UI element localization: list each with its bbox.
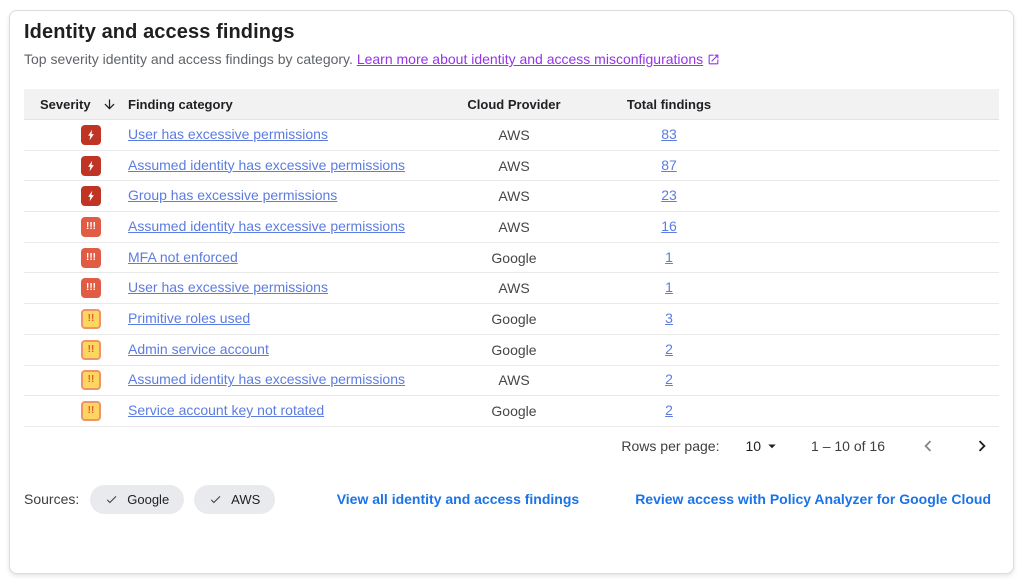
- policy-analyzer-link[interactable]: Review access with Policy Analyzer for G…: [635, 491, 991, 508]
- column-header-cloud-provider: Cloud Provider: [467, 96, 561, 112]
- medium-severity-icon: !!: [81, 370, 101, 391]
- learn-more-label: Learn more about identity and access mis…: [356, 51, 704, 67]
- page-title: Identity and access findings: [24, 21, 295, 43]
- table-row: !!! Assumed identity has excessive permi…: [24, 212, 999, 243]
- total-findings-link[interactable]: 3: [665, 309, 673, 326]
- sources-label: Sources:: [24, 491, 80, 508]
- total-findings-link[interactable]: 2: [665, 402, 673, 419]
- source-chip-aws[interactable]: AWS: [194, 484, 276, 514]
- subtitle: Top severity identity and access finding…: [24, 51, 999, 67]
- table-body: User has excessive permissions AWS 83 As…: [24, 120, 999, 427]
- rows-per-page-value: 10: [745, 437, 762, 454]
- cloud-provider-value: Google: [491, 249, 537, 266]
- table-row: !! Service account key not rotated Googl…: [24, 396, 999, 427]
- finding-category-link[interactable]: Primitive roles used: [128, 309, 251, 326]
- view-all-findings-link[interactable]: View all identity and access findings: [336, 491, 580, 508]
- source-chips: Google AWS: [90, 484, 276, 514]
- chip-label: AWS: [231, 491, 261, 507]
- cloud-provider-value: Google: [491, 403, 537, 420]
- caret-down-icon: [763, 437, 781, 455]
- check-icon: [107, 495, 117, 504]
- cloud-provider-value: AWS: [498, 218, 530, 235]
- severity-marks: !!: [87, 374, 95, 386]
- total-findings-link[interactable]: 87: [661, 156, 677, 173]
- total-findings-link[interactable]: 1: [665, 279, 673, 296]
- high-severity-icon: !!!: [81, 216, 101, 237]
- total-findings-link[interactable]: 2: [665, 340, 673, 357]
- footer-links: View all identity and access findings Re…: [337, 491, 999, 507]
- column-header-total-findings: Total findings: [626, 96, 712, 112]
- total-findings-link[interactable]: 16: [661, 217, 677, 234]
- medium-severity-icon: !!: [81, 339, 101, 360]
- high-severity-icon: !!!: [81, 247, 101, 268]
- finding-category-link[interactable]: User has excessive permissions: [128, 279, 328, 296]
- table-row: Group has excessive permissions AWS 23: [24, 181, 999, 213]
- rows-per-page-label: Rows per page:: [621, 437, 720, 454]
- chip-label: Google: [127, 491, 170, 507]
- sort-descending-icon: [102, 97, 117, 112]
- cloud-provider-value: AWS: [498, 157, 530, 174]
- source-chip-google[interactable]: Google: [90, 484, 185, 514]
- severity-column-label: Severity: [40, 96, 91, 112]
- finding-category-link[interactable]: User has excessive permissions: [128, 125, 328, 142]
- finding-category-link[interactable]: MFA not enforced: [128, 248, 238, 265]
- severity-marks: !!: [87, 312, 95, 324]
- total-findings-link[interactable]: 1: [665, 248, 673, 265]
- medium-severity-icon: !!: [81, 308, 101, 329]
- cloud-provider-value: Google: [491, 341, 537, 358]
- cloud-provider-value: Google: [491, 310, 537, 327]
- high-severity-icon: !!!: [81, 278, 101, 299]
- table-row: User has excessive permissions AWS 83: [24, 120, 999, 151]
- total-findings-link[interactable]: 83: [661, 125, 677, 142]
- learn-more-link[interactable]: Learn more about identity and access mis…: [357, 51, 720, 67]
- finding-category-link[interactable]: Admin service account: [128, 340, 269, 357]
- finding-category-link[interactable]: Assumed identity has excessive permissio…: [128, 371, 406, 388]
- medium-severity-icon: !!: [81, 401, 101, 422]
- chevron-right-icon: [971, 435, 993, 457]
- severity-marks: !!: [87, 405, 95, 417]
- critical-severity-icon: [81, 124, 101, 145]
- rows-per-page-select[interactable]: 10: [745, 437, 781, 455]
- pagination-bar: Rows per page: 10 1 – 10 of 16: [24, 427, 999, 465]
- total-findings-link[interactable]: 23: [661, 187, 677, 204]
- page-range-label: 1 – 10 of 16: [811, 437, 885, 454]
- cloud-provider-value: AWS: [498, 188, 530, 205]
- severity-marks: !!: [87, 343, 95, 355]
- chevron-left-icon: [917, 435, 939, 457]
- finding-category-link[interactable]: Service account key not rotated: [128, 402, 325, 419]
- finding-category-link[interactable]: Group has excessive permissions: [128, 187, 338, 204]
- cloud-provider-value: AWS: [498, 280, 530, 297]
- table-row: !!! MFA not enforced Google 1: [24, 243, 999, 274]
- cloud-provider-value: AWS: [498, 372, 530, 389]
- table-row: Assumed identity has excessive permissio…: [24, 151, 999, 182]
- critical-severity-icon: [81, 155, 101, 176]
- table-header-row: Severity Finding category Cloud Provider…: [24, 89, 999, 120]
- cloud-provider-value: AWS: [498, 126, 530, 143]
- external-link-icon: [703, 51, 720, 67]
- finding-category-link[interactable]: Assumed identity has excessive permissio…: [128, 156, 406, 173]
- sources-section: Sources: Google AWS: [24, 484, 276, 514]
- finding-category-link[interactable]: Assumed identity has excessive permissio…: [128, 217, 406, 234]
- subtitle-text: Top severity identity and access finding…: [24, 51, 353, 67]
- total-findings-link[interactable]: 2: [665, 371, 673, 388]
- previous-page-button[interactable]: [917, 435, 939, 457]
- severity-marks: !!!: [86, 282, 96, 294]
- severity-marks: !!!: [86, 220, 96, 232]
- table-row: !!! User has excessive permissions AWS 1: [24, 273, 999, 305]
- critical-severity-icon: [81, 186, 101, 207]
- findings-table: Severity Finding category Cloud Provider…: [24, 89, 999, 427]
- column-header-severity[interactable]: Severity: [24, 97, 128, 112]
- next-page-button[interactable]: [971, 435, 993, 457]
- column-header-finding-category: Finding category: [128, 96, 233, 112]
- table-row: !! Assumed identity has excessive permis…: [24, 366, 999, 397]
- table-row: !! Primitive roles used Google 3: [24, 304, 999, 335]
- card-footer: Sources: Google AWS View all identity an…: [24, 484, 999, 514]
- severity-marks: !!!: [86, 251, 96, 263]
- check-icon: [211, 495, 221, 504]
- identity-findings-card: Identity and access findings Top severit…: [9, 10, 1014, 574]
- table-row: !! Admin service account Google 2: [24, 335, 999, 366]
